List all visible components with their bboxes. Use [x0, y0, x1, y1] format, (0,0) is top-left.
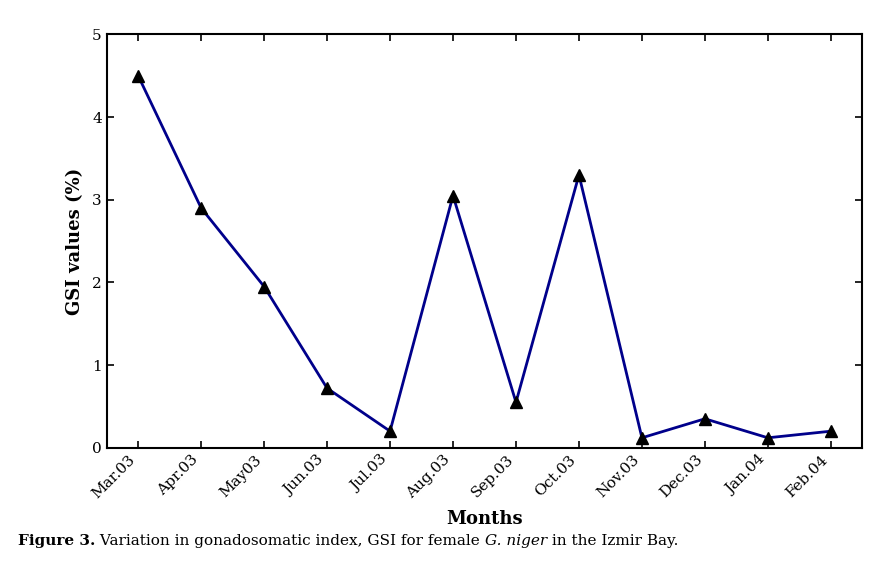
Text: G. niger: G. niger	[485, 534, 547, 548]
X-axis label: Months: Months	[446, 510, 523, 528]
Text: Figure 3.: Figure 3.	[18, 534, 95, 548]
Text: in the Izmir Bay.: in the Izmir Bay.	[547, 534, 678, 548]
Y-axis label: GSI values (%): GSI values (%)	[66, 168, 84, 315]
Text: Variation in gonadosomatic index, GSI for female: Variation in gonadosomatic index, GSI fo…	[95, 534, 485, 548]
